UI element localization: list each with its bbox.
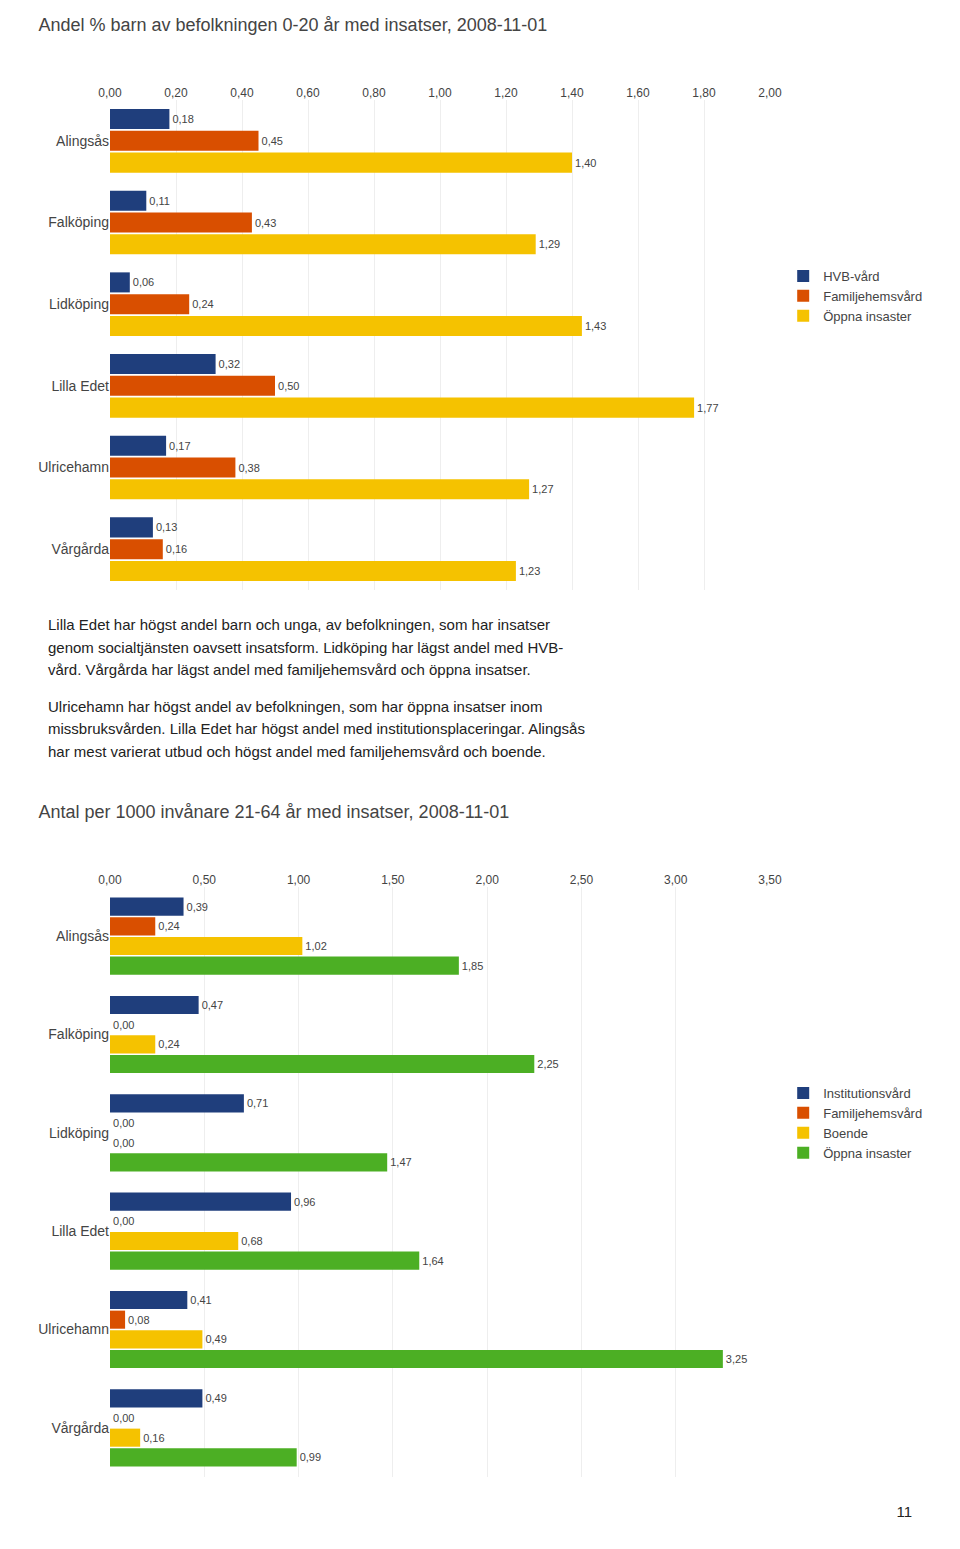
svg-text:2,50: 2,50: [570, 873, 594, 887]
svg-text:Alingsås: Alingsås: [56, 133, 109, 149]
svg-text:2,00: 2,00: [475, 873, 499, 887]
svg-text:0,18: 0,18: [172, 113, 193, 125]
svg-text:3,25: 3,25: [726, 1353, 747, 1365]
svg-text:1,80: 1,80: [692, 86, 716, 100]
svg-text:0,32: 0,32: [219, 358, 240, 370]
svg-text:0,80: 0,80: [362, 86, 386, 100]
svg-text:Familjehemsvård: Familjehemsvård: [823, 289, 922, 304]
svg-text:1,00: 1,00: [287, 873, 311, 887]
svg-text:1,43: 1,43: [585, 320, 606, 332]
svg-text:1,02: 1,02: [305, 940, 326, 952]
svg-text:0,50: 0,50: [278, 380, 299, 392]
svg-text:3,00: 3,00: [664, 873, 688, 887]
svg-text:0,24: 0,24: [192, 298, 213, 310]
svg-text:Öppna insaster: Öppna insaster: [823, 1146, 912, 1161]
svg-text:0,99: 0,99: [300, 1451, 321, 1463]
svg-text:0,00: 0,00: [113, 1412, 134, 1424]
svg-text:0,43: 0,43: [255, 217, 276, 229]
svg-text:1,00: 1,00: [428, 86, 452, 100]
svg-text:Andel % barn av befolkningen 0: Andel % barn av befolkningen 0-20 år med…: [38, 15, 547, 35]
html-text:Ulricehamn har högst andel av: Ulricehamn har högst andel av befolkning…: [48, 697, 585, 760]
svg-text:0,49: 0,49: [205, 1333, 226, 1345]
svg-text:1,60: 1,60: [626, 86, 650, 100]
svg-text:0,38: 0,38: [238, 462, 259, 474]
svg-text:0,24: 0,24: [158, 1038, 179, 1050]
svg-text:Ulricehamn: Ulricehamn: [38, 1321, 109, 1337]
svg-text:0,08: 0,08: [128, 1314, 149, 1326]
svg-text:1,40: 1,40: [560, 86, 584, 100]
svg-text:Lidköping: Lidköping: [49, 1125, 109, 1141]
svg-text:0,49: 0,49: [205, 1392, 226, 1404]
svg-text:Antal per 1000 invånare 21-64: Antal per 1000 invånare 21-64 år med ins…: [38, 802, 509, 822]
html-text:Lilla Edet har högst andel bar: Lilla Edet har högst andel barn och unga…: [48, 616, 564, 678]
svg-text:0,41: 0,41: [190, 1294, 211, 1306]
svg-text:0,47: 0,47: [202, 999, 223, 1011]
svg-text:0,00: 0,00: [98, 873, 122, 887]
svg-text:1,77: 1,77: [697, 402, 718, 414]
svg-text:Familjehemsvård: Familjehemsvård: [823, 1106, 922, 1121]
svg-text:1,20: 1,20: [494, 86, 518, 100]
svg-text:0,00: 0,00: [113, 1215, 134, 1227]
svg-text:0,00: 0,00: [113, 1019, 134, 1031]
svg-text:0,96: 0,96: [294, 1196, 315, 1208]
svg-text:HVB-vård: HVB-vård: [823, 269, 879, 284]
svg-text:1,29: 1,29: [539, 238, 560, 250]
svg-text:Vårgårda: Vårgårda: [51, 541, 109, 557]
svg-text:1,85: 1,85: [462, 960, 483, 972]
svg-text:Falköping: Falköping: [48, 214, 109, 230]
svg-text:Falköping: Falköping: [48, 1026, 109, 1042]
svg-text:0,50: 0,50: [193, 873, 217, 887]
svg-text:0,00: 0,00: [98, 86, 122, 100]
svg-text:0,40: 0,40: [230, 86, 254, 100]
svg-text:0,16: 0,16: [143, 1432, 164, 1444]
svg-text:0,06: 0,06: [133, 276, 154, 288]
svg-text:0,16: 0,16: [166, 543, 187, 555]
svg-text:Institutionsvård: Institutionsvård: [823, 1086, 910, 1101]
svg-text:Lilla Edet: Lilla Edet: [51, 378, 109, 394]
svg-text:2,00: 2,00: [758, 86, 782, 100]
svg-text:1,64: 1,64: [422, 1255, 443, 1267]
svg-text:0,00: 0,00: [113, 1117, 134, 1129]
svg-text:0,00: 0,00: [113, 1137, 134, 1149]
svg-text:0,17: 0,17: [169, 440, 190, 452]
svg-text:0,60: 0,60: [296, 86, 320, 100]
svg-text:0,71: 0,71: [247, 1097, 268, 1109]
svg-text:1,27: 1,27: [532, 483, 553, 495]
svg-text:0,11: 0,11: [149, 195, 170, 207]
svg-text:2,25: 2,25: [537, 1058, 558, 1070]
svg-text:1,47: 1,47: [390, 1156, 411, 1168]
svg-text:0,45: 0,45: [262, 135, 283, 147]
svg-text:Lilla Edet: Lilla Edet: [51, 1223, 109, 1239]
svg-text:1,40: 1,40: [575, 157, 596, 169]
svg-text:Ulricehamn: Ulricehamn: [38, 459, 109, 475]
svg-text:1,50: 1,50: [381, 873, 405, 887]
svg-text:0,39: 0,39: [187, 901, 208, 913]
svg-text:Boende: Boende: [823, 1126, 868, 1141]
svg-text:0,20: 0,20: [164, 86, 188, 100]
html-text:11: 11: [896, 1503, 912, 1520]
svg-text:Vårgårda: Vårgårda: [51, 1420, 109, 1436]
svg-text:0,24: 0,24: [158, 920, 179, 932]
svg-text:Lidköping: Lidköping: [49, 296, 109, 312]
svg-text:3,50: 3,50: [758, 873, 782, 887]
svg-text:Öppna insaster: Öppna insaster: [823, 309, 912, 324]
svg-text:Alingsås: Alingsås: [56, 928, 109, 944]
svg-text:1,23: 1,23: [519, 565, 540, 577]
svg-text:0,13: 0,13: [156, 521, 177, 533]
svg-text:0,68: 0,68: [241, 1235, 262, 1247]
